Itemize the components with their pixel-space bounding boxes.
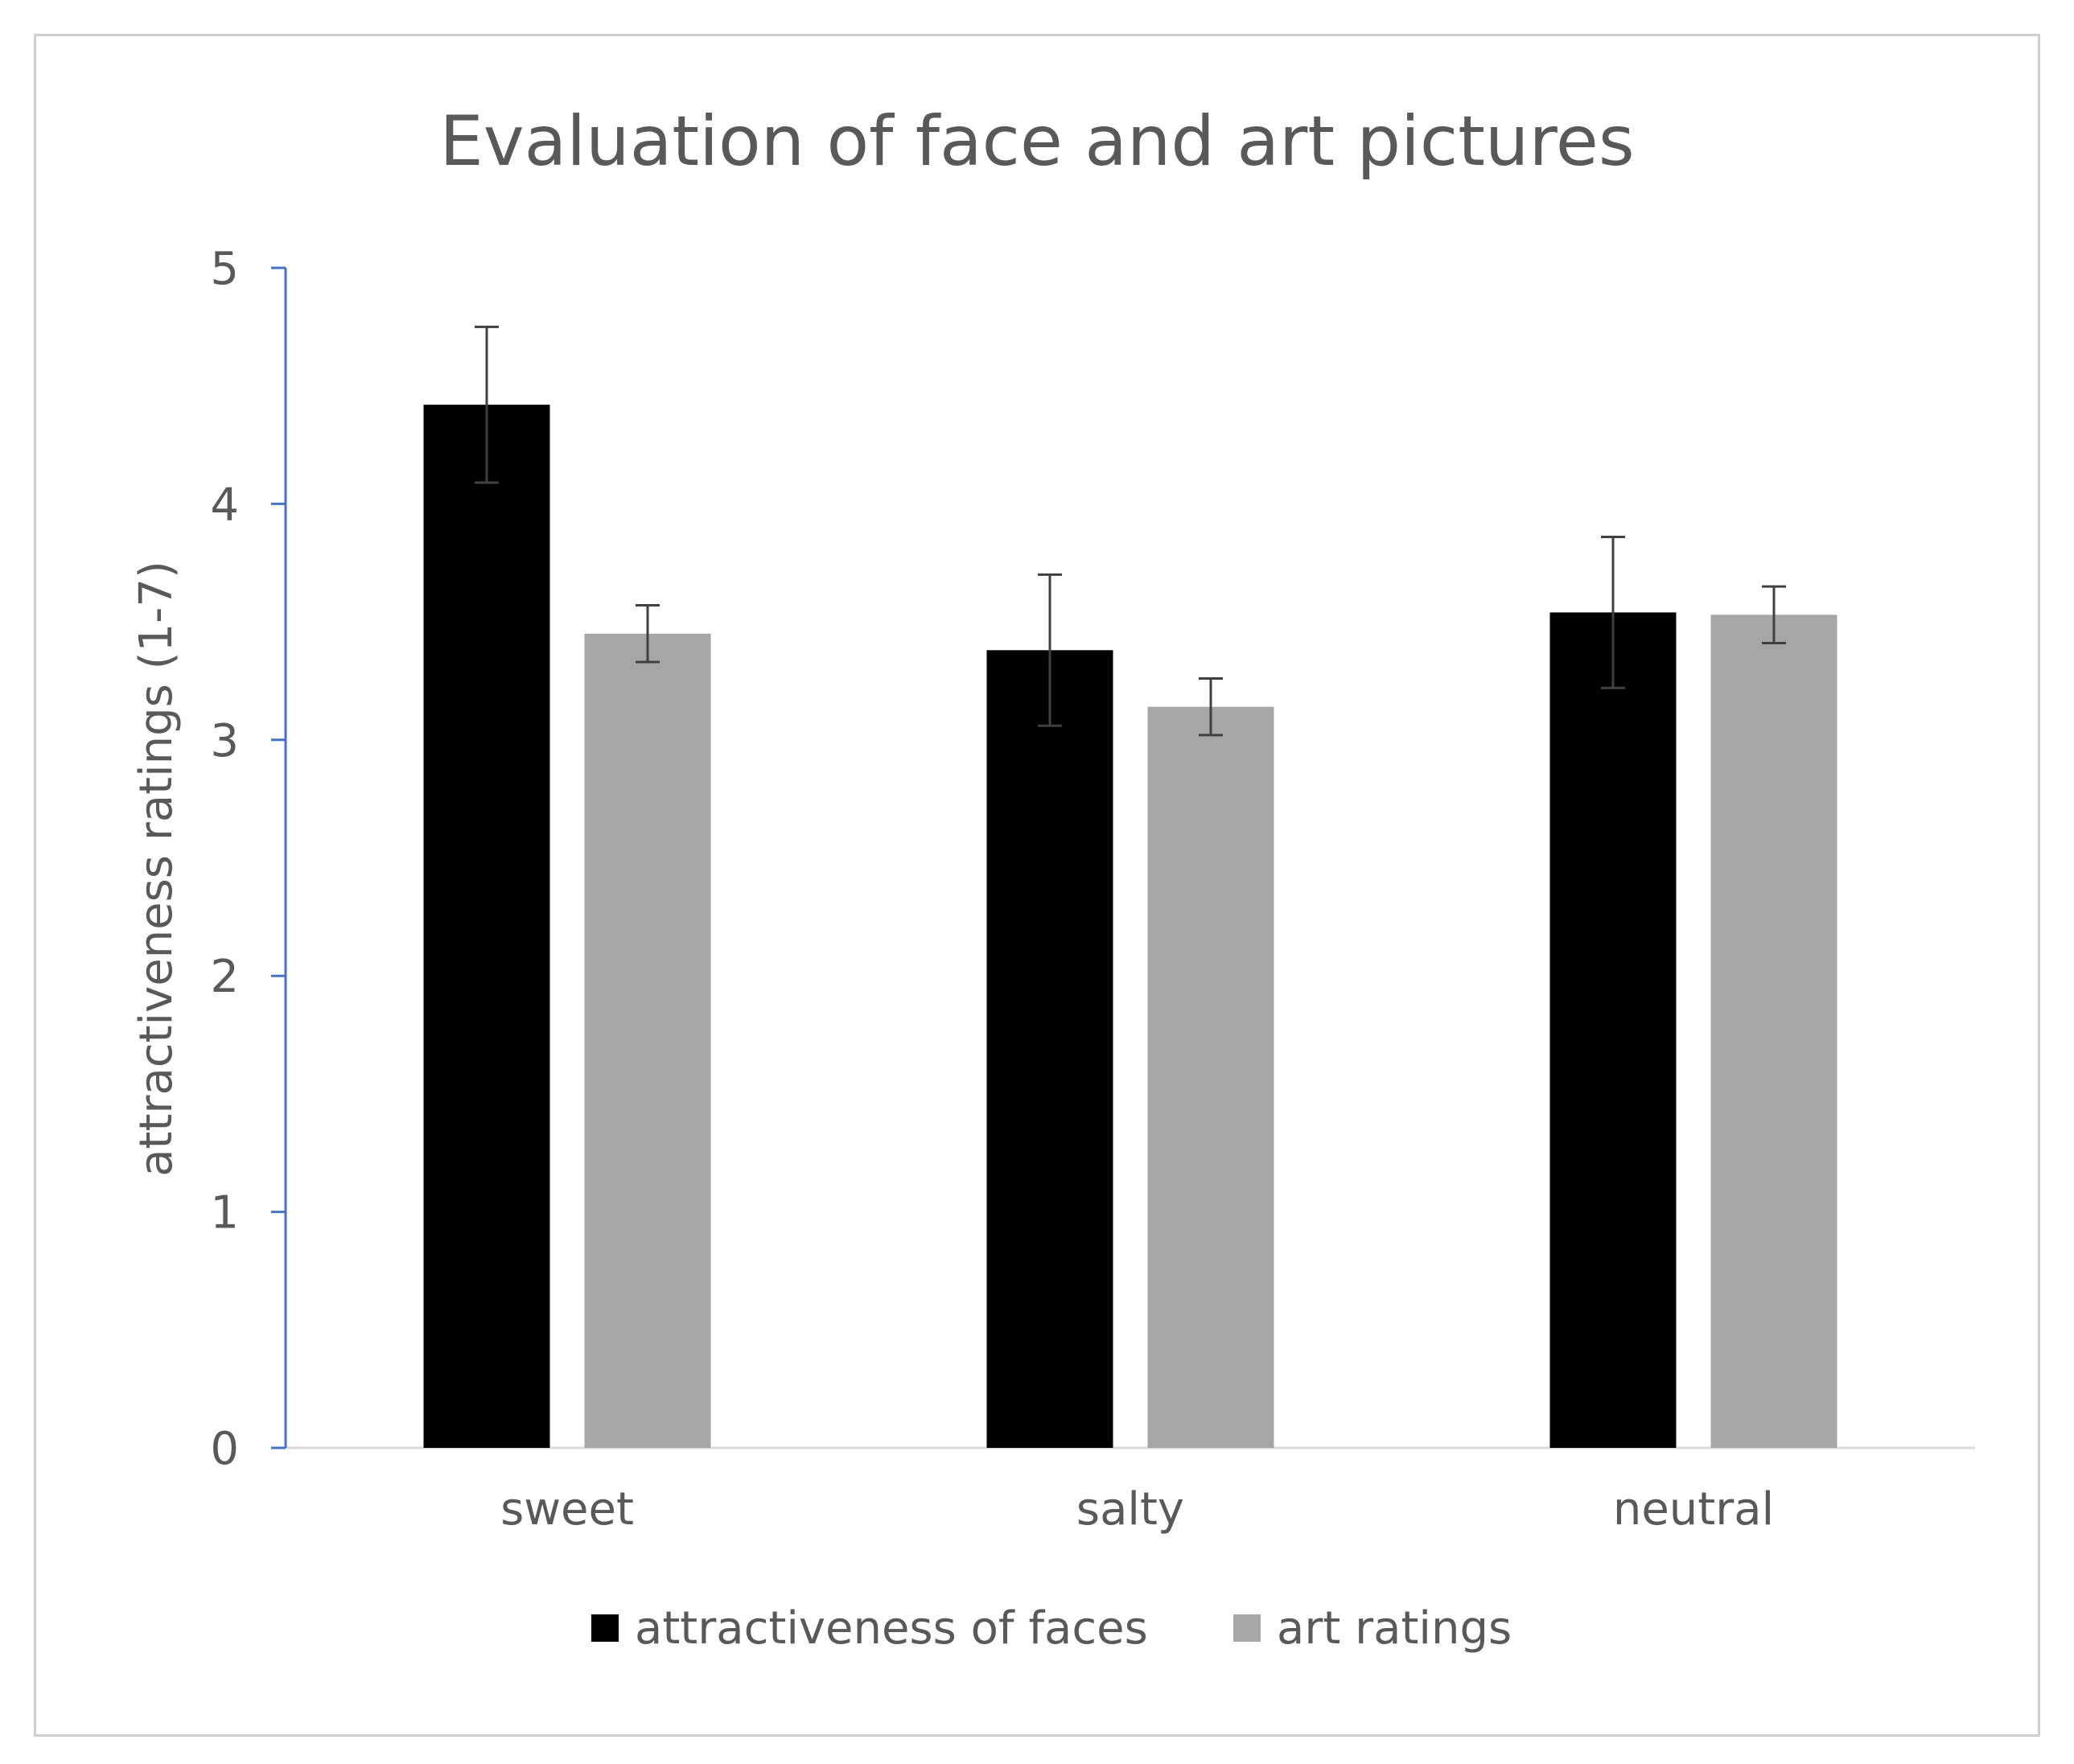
bar-sweet-art (584, 633, 711, 1448)
legend: attractiveness of faces art ratings (591, 1602, 1512, 1655)
y-tick-label: 3 (210, 715, 239, 767)
bar-neutral-faces (1549, 612, 1677, 1448)
y-tick-label: 4 (210, 479, 239, 531)
bar-neutral-art (1710, 615, 1837, 1448)
y-axis-title: attractiveness ratings (1-7) (130, 561, 183, 1177)
bar-sweet-faces (423, 405, 550, 1448)
y-tick-label: 0 (210, 1423, 239, 1475)
x-tick-label: neutral (1613, 1483, 1774, 1536)
x-tick-label: salty (1076, 1483, 1184, 1536)
x-tick-label: sweet (500, 1483, 634, 1536)
legend-swatch-art (1233, 1614, 1261, 1642)
legend-label-faces: attractiveness of faces (635, 1602, 1148, 1655)
y-tick-label: 5 (210, 243, 239, 295)
bar-salty-art (1147, 706, 1274, 1448)
chart-title: Evaluation of face and art pictures (439, 101, 1634, 182)
y-tick-label: 1 (210, 1187, 239, 1240)
legend-swatch-faces (591, 1614, 619, 1642)
plot-area: 0 1 2 3 4 5 sweet salty neutral (210, 243, 1975, 1536)
legend-label-art: art ratings (1277, 1602, 1512, 1655)
y-tick-label: 2 (210, 951, 239, 1003)
bar-salty-faces (986, 650, 1113, 1448)
